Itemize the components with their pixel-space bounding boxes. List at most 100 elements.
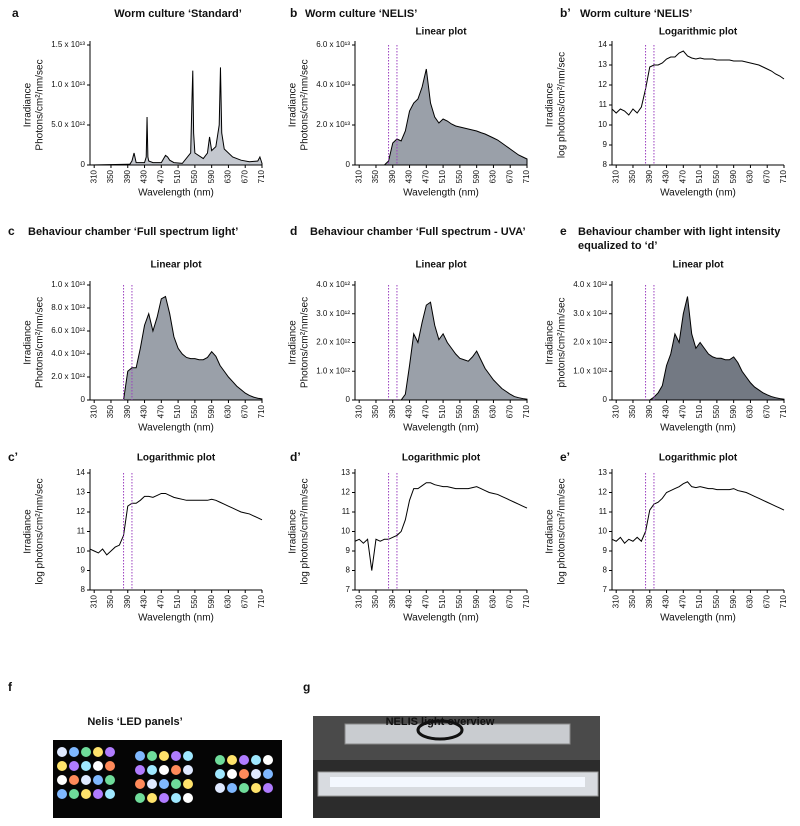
x-tick-label: 510 (695, 169, 704, 183)
subtitle: Linear plot (415, 27, 467, 38)
y-axis-label: log photons/cm²/nm/sec (557, 52, 568, 158)
panel-label: e’ (560, 450, 570, 464)
led (159, 751, 169, 761)
x-tick-label: 350 (106, 169, 115, 183)
y-tick-label: 4.0 x 10¹² (573, 280, 607, 289)
x-tick-label: 670 (762, 404, 771, 418)
x-tick-label: 710 (257, 594, 266, 608)
x-tick-label: 590 (207, 169, 216, 183)
x-tick-label: 590 (472, 594, 481, 608)
x-tick-label: 510 (438, 404, 447, 418)
y-tick-label: 11 (77, 527, 86, 536)
x-tick-label: 710 (257, 404, 266, 418)
x-tick-label: 470 (156, 594, 165, 608)
y-tick-label: 11 (342, 507, 351, 516)
x-tick-label: 310 (354, 169, 363, 183)
y-tick-label: 13 (341, 468, 350, 477)
y-tick-label: 10 (76, 546, 85, 555)
led (93, 775, 103, 785)
x-tick-label: 630 (746, 169, 755, 183)
chart-title: Worm culture ‘NELIS’ (580, 8, 692, 20)
spectrum-area (612, 296, 785, 401)
x-tick-label: 710 (257, 169, 266, 183)
y-tick-label: 1.0 x 10¹² (316, 366, 350, 375)
x-tick-label: 510 (173, 169, 182, 183)
led (183, 779, 193, 789)
led (69, 761, 79, 771)
x-tick-label: 550 (455, 404, 464, 418)
x-tick-label: 430 (405, 169, 414, 183)
y-axis-label: Irradiance (545, 82, 556, 127)
y-tick-label: 2.0 x 10¹² (51, 372, 85, 381)
led (81, 761, 91, 771)
x-tick-label: 550 (190, 169, 199, 183)
y-axis-label: log photons/cm²/nm/sec (300, 478, 311, 584)
x-tick-label: 470 (678, 404, 687, 418)
led (135, 765, 145, 775)
x-tick-label: 510 (438, 594, 447, 608)
x-tick-label: 430 (405, 404, 414, 418)
y-axis-label: Irradiance (288, 320, 299, 365)
x-tick-label: 630 (224, 404, 233, 418)
y-tick-label: 1.0 x 10¹³ (51, 280, 85, 289)
x-tick-label: 390 (645, 594, 654, 608)
x-tick-label: 710 (779, 404, 788, 418)
led (69, 747, 79, 757)
x-tick-label: 710 (522, 404, 531, 418)
led (81, 789, 91, 799)
y-tick-label: 13 (598, 468, 607, 477)
x-tick-label: 390 (645, 404, 654, 418)
y-tick-label: 12 (76, 507, 85, 516)
x-tick-label: 350 (628, 169, 637, 183)
y-axis-label: Photons/cm²/nm/sec (300, 297, 311, 388)
led (105, 775, 115, 785)
y-tick-label: 12 (341, 488, 350, 497)
x-tick-label: 550 (190, 404, 199, 418)
led (227, 783, 237, 793)
x-tick-label: 430 (405, 594, 414, 608)
led (251, 769, 261, 779)
x-tick-label: 470 (421, 404, 430, 418)
chart-title: Behaviour chamber ‘Full spectrum - UVA’ (310, 226, 526, 238)
led (183, 765, 193, 775)
subtitle: Logarithmic plot (659, 453, 738, 464)
y-tick-label: 1.0 x 10¹² (573, 366, 607, 375)
light-bar-glow (330, 777, 585, 787)
x-tick-label: 630 (224, 169, 233, 183)
cable (416, 719, 464, 741)
x-axis-label: Wavelength (nm) (138, 188, 214, 199)
led (147, 751, 157, 761)
x-tick-label: 310 (354, 594, 363, 608)
x-tick-label: 710 (779, 594, 788, 608)
x-axis-label: Wavelength (nm) (660, 188, 736, 199)
x-tick-label: 630 (224, 594, 233, 608)
x-tick-label: 390 (123, 404, 132, 418)
x-tick-label: 310 (89, 169, 98, 183)
x-tick-label: 710 (522, 594, 531, 608)
x-tick-label: 550 (712, 594, 721, 608)
x-tick-label: 470 (678, 594, 687, 608)
x-tick-label: 710 (779, 169, 788, 183)
led (239, 783, 249, 793)
y-tick-label: 9 (346, 546, 351, 555)
panel-label: g (303, 680, 310, 694)
y-tick-label: 8 (346, 566, 351, 575)
led (93, 761, 103, 771)
led (135, 779, 145, 789)
x-tick-label: 670 (240, 404, 249, 418)
y-tick-label: 7 (346, 585, 351, 594)
x-tick-label: 510 (173, 594, 182, 608)
x-tick-label: 470 (421, 169, 430, 183)
x-tick-label: 390 (123, 169, 132, 183)
spectrum-line (89, 492, 263, 556)
y-tick-label: 10 (598, 527, 607, 536)
subtitle: Linear plot (150, 260, 202, 271)
y-tick-label: 8 (603, 566, 608, 575)
x-tick-label: 670 (505, 169, 514, 183)
x-tick-label: 310 (354, 404, 363, 418)
led (147, 765, 157, 775)
x-tick-label: 590 (472, 169, 481, 183)
x-tick-label: 590 (729, 404, 738, 418)
led (183, 751, 193, 761)
y-tick-label: 0 (346, 160, 351, 169)
